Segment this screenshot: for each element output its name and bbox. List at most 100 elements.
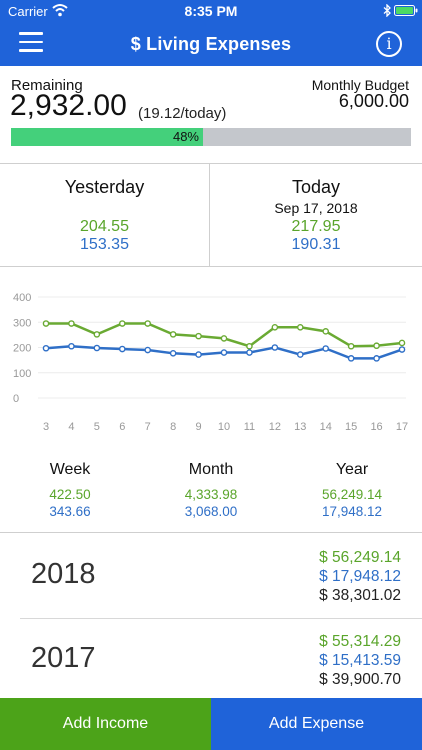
year-divider [20,618,422,619]
period-title: Month [188,461,234,478]
per-day-allowance: (19.12/today) [138,105,227,122]
today-title: Today [291,177,341,197]
data-point [93,344,101,352]
period-income: 56,249.14 [321,487,383,502]
chart-canvas: 0 100 200 300 400 3 4 5 6 7 8 9 10 11 12 13 14 15 16 17 [13,292,408,433]
data-point [347,355,355,362]
budget-progress-fill [11,128,203,146]
year-net: $ 38,301.02 [319,587,401,604]
x-tick-label: 10 [218,421,230,433]
data-point [246,349,253,356]
budget-progress-label: 48% [172,129,199,144]
x-tick-label: 14 [320,421,332,433]
x-tick-label: 9 [196,421,202,433]
period-income: 422.50 [49,487,91,502]
monthly-budget-value: 6,000.00 [338,91,409,111]
app-title: $ Living Expenses [130,34,292,54]
data-point [118,345,126,353]
x-tick-label: 11 [244,421,255,433]
data-point [347,342,355,350]
data-point [296,351,304,358]
add-expense-button[interactable]: Add Expense [211,698,422,750]
battery-icon [394,5,418,16]
data-point [220,349,228,356]
budget-progress-bar: 48% [11,128,411,146]
daily-line-chart: 0 100 200 300 400 3 4 5 6 7 8 9 10 11 12 13 14 15 16 17 [0,267,422,437]
data-point [93,331,101,338]
data-point [296,324,304,331]
monthly-budget-label: Monthly Budget [311,77,409,93]
period-expense: 17,948.12 [321,504,383,519]
period-expense: 3,068.00 [184,504,238,519]
data-point [271,324,279,331]
data-point [322,345,330,352]
data-point [195,332,202,340]
year-label: 2017 [31,642,96,674]
data-point [42,344,50,352]
yesterday-expense: 153.35 [80,236,129,253]
x-tick-label: 6 [119,421,125,433]
data-point [42,320,50,327]
x-tick-label: 3 [43,421,49,433]
x-tick-label: 16 [370,421,382,433]
action-bar: Add Income Add Expense [0,698,422,750]
yesterday-title: Yesterday [64,177,145,197]
y-tick-label: 200 [13,343,31,355]
data-point [118,320,126,327]
period-month[interactable]: Month 4,333.98 3,068.00 [141,455,281,519]
x-tick-label: 17 [396,421,408,433]
today-panel[interactable]: Today Sep 17, 2018 217.95 190.31 [210,164,422,267]
status-time: 8:35 PM [184,3,238,19]
period-expense: 343.66 [49,504,91,519]
x-tick-label: 4 [68,421,74,433]
year-expense: $ 17,948.12 [319,568,401,585]
status-bar: Carrier 8:35 PM [0,0,422,22]
year-values: $ 55,314.29 $ 15,413.59 $ 39,900.70 [319,632,401,689]
yesterday-panel[interactable]: Yesterday 204.55 153.35 [0,164,210,267]
today-income: 217.95 [291,218,341,235]
year-income: $ 56,249.14 [319,549,401,566]
data-point [195,351,202,358]
period-year[interactable]: Year 56,249.14 17,948.12 [282,455,422,519]
data-point [398,346,406,353]
data-point [169,350,177,357]
period-title: Week [49,461,91,478]
carrier-label: Carrier [8,4,48,19]
data-point [68,320,75,327]
bluetooth-icon [383,4,391,17]
year-row-2018[interactable]: 2018 $ 56,249.14 $ 17,948.12 $ 38,301.02 [0,534,422,618]
data-point [220,335,228,342]
x-tick-label: 8 [170,421,176,433]
year-income: $ 55,314.29 [319,633,401,650]
info-icon[interactable]: i [376,31,402,57]
period-week[interactable]: Week 422.50 343.66 [0,455,140,519]
today-expense: 190.31 [291,236,341,253]
y-tick-label: 0 [13,393,19,405]
data-point [68,342,75,350]
budget-summary: Remaining 2,932.00 (19.12/today) Monthly… [0,66,422,164]
year-row-2017[interactable]: 2017 $ 55,314.29 $ 15,413.59 $ 39,900.70 [0,618,422,702]
x-tick-label: 13 [294,421,306,433]
year-values: $ 56,249.14 $ 17,948.12 $ 38,301.02 [319,548,401,605]
data-point [246,342,253,350]
app-header: Carrier 8:35 PM $ Living Expenses i [0,0,422,66]
wifi-icon [52,4,68,17]
today-date: Sep 17, 2018 [274,200,358,216]
add-income-button[interactable]: Add Income [0,698,211,750]
period-income: 4,333.98 [184,487,238,502]
x-tick-label: 7 [145,421,151,433]
yesterday-income: 204.55 [80,218,129,235]
period-summary: Week 422.50 343.66 Month 4,333.98 3,068.… [0,455,422,533]
data-point [322,328,330,335]
x-tick-label: 5 [94,421,100,433]
x-tick-label: 15 [345,421,357,433]
year-net: $ 39,900.70 [319,671,401,688]
data-point [271,344,279,351]
data-point [169,331,177,338]
hamburger-menu-icon[interactable] [19,32,45,54]
remaining-value: 2,932.00 [10,89,127,122]
year-expense: $ 15,413.59 [319,652,401,669]
data-point [373,355,380,362]
data-point [144,320,152,327]
period-title: Year [335,461,369,478]
